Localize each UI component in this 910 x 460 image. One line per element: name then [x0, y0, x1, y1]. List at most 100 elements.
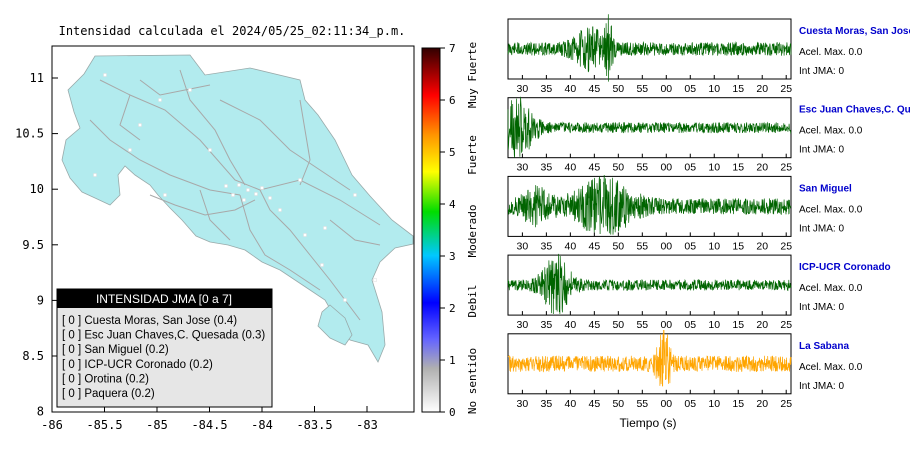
- map-x-tick-label: -83.5: [296, 418, 332, 432]
- waveform-x-tick-label: 45: [588, 162, 600, 174]
- station-marker: [298, 178, 302, 182]
- station-marker: [323, 226, 327, 230]
- waveform-x-tick-label: 35: [541, 240, 553, 252]
- station-marker: [224, 184, 228, 188]
- max-acceleration: Acel. Max. 0.0: [799, 126, 863, 137]
- waveform-panel: 30 35 40 45 50 55 00 05 10 15 20 25 San Miguel Acel. …: [507, 174, 863, 252]
- map-x-tick-label: -83: [356, 418, 378, 432]
- jma-intensity: Int JMA: 0: [799, 66, 844, 77]
- jma-intensity: Int JMA: 0: [799, 145, 844, 156]
- waveform-x-tick-label: 45: [588, 240, 600, 252]
- waveform-x-tick-label: 45: [588, 83, 600, 95]
- waveform-x-tick-label: 05: [684, 162, 696, 174]
- waveform-x-tick-label: 50: [612, 398, 624, 410]
- map-y-tick-label: 10: [30, 182, 44, 196]
- station-marker: [188, 88, 192, 92]
- waveform-x-tick-label: 25: [780, 162, 792, 174]
- waveform-x-tick-label: 05: [684, 319, 696, 331]
- waveform-trace: [507, 253, 792, 315]
- station-marker: [343, 298, 347, 302]
- waveform-x-tick-label: 00: [660, 83, 672, 95]
- map-y-tick-label: 9.5: [22, 238, 44, 252]
- waveform-panel: 30 35 40 45 50 55 00 05 10 15 20 25 Cuesta Moras, Sa…: [507, 14, 910, 95]
- station-marker: [246, 188, 250, 192]
- max-acceleration: Acel. Max. 0.0: [799, 362, 863, 373]
- waveform-x-tick-label: 40: [565, 240, 577, 252]
- waveform-x-tick-label: 20: [756, 240, 768, 252]
- max-acceleration: Acel. Max. 0.0: [799, 283, 863, 294]
- map-x-tick-label: -85.5: [86, 418, 122, 432]
- waveform-x-tick-label: 40: [565, 398, 577, 410]
- map-x-tick-label: -86: [41, 418, 63, 432]
- map-y-tick-label: 8: [37, 405, 44, 419]
- station-marker: [158, 98, 162, 102]
- waveform-x-tick-label: 15: [732, 240, 744, 252]
- waveform-x-tick-label: 05: [684, 240, 696, 252]
- road-line: [299, 99, 311, 186]
- station-name: San Miguel: [799, 183, 852, 194]
- waveform-x-tick-label: 40: [565, 319, 577, 331]
- waveform-x-tick-label: 10: [708, 240, 720, 252]
- max-acceleration: Acel. Max. 0.0: [799, 204, 863, 215]
- station-marker: [303, 233, 307, 237]
- waveform-x-tick-label: 35: [541, 83, 553, 95]
- waveform-x-tick-label: 35: [541, 398, 553, 410]
- station-marker: [242, 198, 246, 202]
- map-y-tick-label: 10.5: [15, 127, 44, 141]
- station-marker: [260, 186, 264, 190]
- waveform-x-tick-label: 25: [780, 83, 792, 95]
- waveform-x-tick-label: 55: [636, 319, 648, 331]
- legend-entry: [ 0 ] Orotina (0.2): [62, 373, 149, 385]
- legend-entry: [ 0 ] Esc Juan Chaves,C. Quesada (0.3): [62, 330, 265, 342]
- waveform-trace: [507, 174, 792, 235]
- waveform-x-tick-label: 25: [780, 398, 792, 410]
- colorbar-intensity-label: No sentido: [466, 348, 479, 414]
- map-y-tick-label: 9: [37, 293, 44, 307]
- waveform-x-tick-label: 40: [565, 162, 577, 174]
- intensity-legend: INTENSIDAD JMA [0 a 7] [ 0 ] Cuesta Mora…: [56, 288, 273, 408]
- legend-entry: [ 0 ] ICP-UCR Coronado (0.2): [62, 359, 213, 371]
- road-line: [89, 119, 241, 196]
- waveform-trace: [507, 96, 792, 158]
- station-name: ICP-UCR Coronado: [799, 262, 891, 273]
- road-line: [119, 94, 141, 141]
- road-line: [139, 79, 211, 96]
- map-y-tick-label: 8.5: [22, 349, 44, 363]
- station-marker: [237, 183, 241, 187]
- waveform-x-tick-label: 25: [780, 240, 792, 252]
- station-name: La Sabana: [799, 341, 849, 352]
- station-marker: [208, 148, 212, 152]
- waveform-x-tick-label: 55: [636, 162, 648, 174]
- waveform-x-tick-label: 35: [541, 319, 553, 331]
- colorbar-intensity-label: Debil: [466, 284, 479, 317]
- colorbar-intensity-label: Fuerte: [466, 135, 479, 175]
- figure-title: Intensidad calculada el 2024/05/25_02:11…: [59, 24, 406, 38]
- waveform-x-tick-label: 00: [660, 319, 672, 331]
- colorbar-gradient: [421, 47, 441, 413]
- colorbar-tick-label: 3: [449, 250, 456, 263]
- waveform-x-tick-label: 10: [708, 83, 720, 95]
- waveform-x-tick-label: 50: [612, 319, 624, 331]
- road-line: [199, 189, 231, 241]
- map-x-tick-label: -85: [146, 418, 168, 432]
- map-x-tick-label: -84: [251, 418, 273, 432]
- waveform-x-tick-label: 45: [588, 319, 600, 331]
- waveform-x-tick-label: 50: [612, 240, 624, 252]
- waveform-trace: [507, 330, 792, 387]
- map-y-tick-label: 11: [30, 71, 44, 85]
- station-marker: [231, 193, 235, 197]
- colorbar-tick-label: 6: [449, 94, 456, 107]
- jma-intensity: Int JMA: 0: [799, 302, 844, 313]
- intensity-map: -86 -85.5 -85 -84.5 -84 -83.5 -83 11 10.5 10 9.5 9…: [15, 45, 415, 432]
- waveform-x-tick-label: 05: [684, 83, 696, 95]
- colorbar: 0 1 2 3 4 5 6 7 No sentido Debil Moderado Fuerte Mu…: [421, 42, 479, 419]
- waveform-x-tick-label: 30: [517, 83, 529, 95]
- jma-intensity: Int JMA: 0: [799, 223, 844, 234]
- waveform-x-tick-label: 05: [684, 398, 696, 410]
- waveform-x-tick-label: 10: [708, 319, 720, 331]
- waveform-x-tick-label: 00: [660, 162, 672, 174]
- colorbar-tick-label: 0: [449, 406, 456, 419]
- waveform-x-tick-label: 15: [732, 83, 744, 95]
- map-y-ticks: 11 10.5 10 9.5 9 8.5 8: [15, 71, 58, 419]
- waveform-x-tick-label: 50: [612, 162, 624, 174]
